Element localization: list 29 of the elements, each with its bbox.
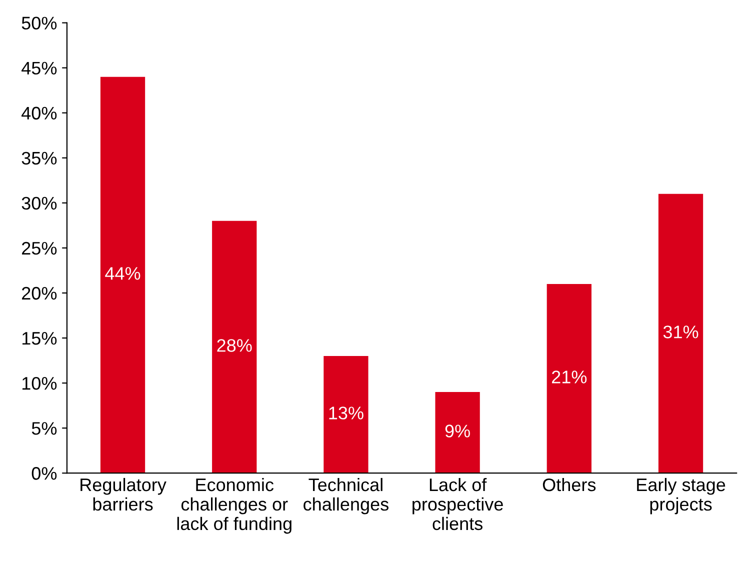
- data-label: 44%: [105, 267, 140, 280]
- bar: [546, 284, 592, 474]
- x-tick-label: Early stage projects: [637, 478, 726, 514]
- y-tick-label: 30%: [22, 196, 57, 210]
- bar: [435, 392, 480, 474]
- bar: [100, 76, 146, 474]
- bar: [324, 356, 368, 474]
- data-label: 13%: [329, 406, 364, 420]
- bar: [212, 220, 257, 474]
- y-tick-label: 15%: [22, 332, 57, 345]
- data-label: 31%: [663, 326, 698, 338]
- y-tick-label: 40%: [22, 106, 57, 120]
- y-tick-label: 25%: [22, 242, 57, 255]
- data-label: 9%: [445, 424, 470, 438]
- bar: [658, 194, 704, 474]
- y-tick-label: 20%: [22, 286, 57, 300]
- y-tick-label: 5%: [32, 422, 57, 435]
- y-tick-label: 10%: [22, 376, 57, 390]
- x-tick-label: Regulatory barriers: [80, 478, 166, 511]
- y-tick-label: 35%: [22, 152, 57, 165]
- y-tick-label: 45%: [22, 62, 57, 75]
- data-label: 21%: [552, 370, 587, 384]
- x-tick-label: Technical challenges: [304, 478, 388, 514]
- x-tick-label: Lack of prospective clients: [412, 478, 503, 530]
- y-tick-label: 50%: [22, 16, 57, 30]
- y-tick-label: 0%: [32, 467, 57, 480]
- x-tick-label: Economic challenges or lack of funding: [177, 478, 292, 534]
- x-tick-label: Others: [542, 478, 596, 492]
- data-label: 28%: [217, 339, 252, 352]
